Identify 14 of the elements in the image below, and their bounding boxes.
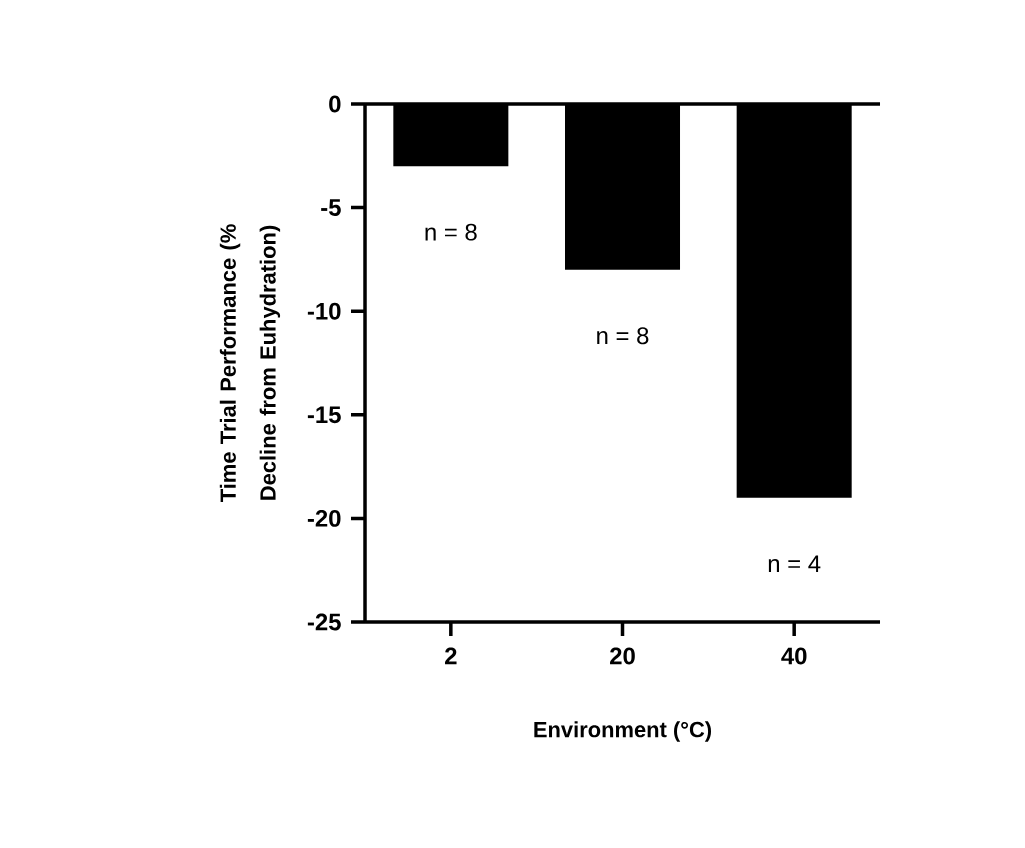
x-axis-title: Environment (°C): [534, 721, 712, 742]
y-tick-label: -5: [321, 199, 341, 216]
annotation: n = 8: [425, 223, 477, 241]
y-tick-label: -20: [307, 509, 341, 527]
annotation: n = 4: [768, 555, 821, 572]
y-tick-label: 0: [329, 95, 341, 113]
annotation: n = 8: [597, 327, 649, 345]
x-tick-label: 2: [445, 647, 457, 665]
y-tick-label: -15: [307, 406, 341, 424]
y-tick-label: -10: [307, 302, 341, 320]
y-tick-label: -25: [307, 613, 341, 631]
y-axis-title: Time Trial Performance (% Decline from Euhydration): [219, 224, 281, 503]
x-tick-label: 40: [781, 647, 807, 665]
x-tick-label: 20: [610, 647, 635, 665]
